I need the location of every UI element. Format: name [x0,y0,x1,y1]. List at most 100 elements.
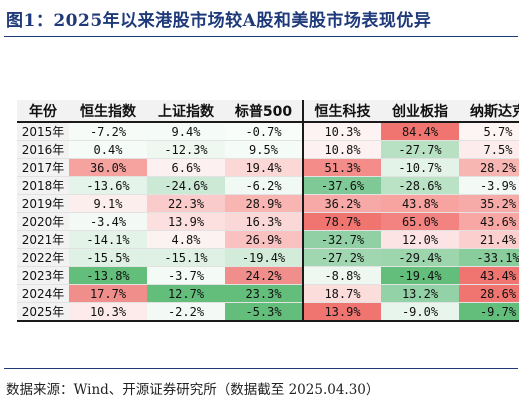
value-cell-hang-seng: -3.4% [69,212,147,231]
value-cell-sp500: 24.2% [225,266,303,285]
value-cell-shanghai-composite: -3.7% [147,266,225,285]
value-cell-sp500: 16.3% [225,212,303,231]
value-cell-shanghai-composite: 12.7% [147,284,225,303]
value-cell-hang-seng: -15.5% [69,248,147,267]
value-cell-shanghai-composite: 4.8% [147,230,225,249]
header-shanghai-composite: 上证指数 [147,100,225,123]
value-cell-hang-seng: 10.3% [69,302,147,322]
value-cell-nasdaq: 43.4% [459,266,519,285]
table-row: 2021年 -14.1% 4.8% 26.9% -32.7% 12.0% 21.4% [17,230,519,249]
value-cell-shanghai-composite: 6.6% [147,158,225,177]
table-row: 2022年 -15.5% -15.1% -19.4% -27.2% -29.4% -33.1… [17,248,519,267]
value-cell-hang-seng: -14.1% [69,230,147,249]
value-cell-shanghai-composite: -24.6% [147,176,225,195]
value-cell-chinext: 43.8% [381,194,459,213]
footer-rule [4,368,518,369]
value-cell-nasdaq: 5.7% [459,122,519,141]
value-cell-sp500: 9.5% [225,140,303,159]
value-cell-shanghai-composite: 13.9% [147,212,225,231]
value-cell-sp500: -5.3% [225,302,303,322]
value-cell-sp500: -0.7% [225,122,303,141]
value-cell-shanghai-composite: -15.1% [147,248,225,267]
value-cell-nasdaq: -9.7% [459,302,519,322]
table-row: 2025年 10.3% -2.2% -5.3% 13.9% -9.0% -9.7% [17,302,519,322]
table-row: 2024年 17.7% 12.7% 23.3% 18.7% 13.2% 28.6% [17,284,519,303]
value-cell-nasdaq: 35.2% [459,194,519,213]
table-row: 2020年 -3.4% 13.9% 16.3% 78.7% 65.0% 43.6% [17,212,519,231]
table-row: 2018年 -13.6% -24.6% -6.2% -37.6% -28.6% -3.9% [17,176,519,195]
value-cell-nasdaq: -33.1% [459,248,519,267]
source-note: 数据来源：Wind、开源证券研究所（数据截至 2025.04.30） [6,382,380,398]
value-cell-hang-seng: 17.7% [69,284,147,303]
year-cell: 2018年 [17,176,69,195]
performance-table-container: 年份 恒生指数 上证指数 标普500 恒生科技 创业板指 纳斯达克 2015年-… [17,100,519,322]
header-year: 年份 [17,100,69,123]
year-cell: 2025年 [17,302,69,322]
title-rule [4,36,518,37]
value-cell-hang-seng-tech: 10.3% [302,122,381,141]
value-cell-nasdaq: 21.4% [459,230,519,249]
header-sp500: 标普500 [225,100,303,123]
value-cell-sp500: -6.2% [225,176,303,195]
value-cell-hang-seng-tech: 18.7% [302,284,381,303]
header-hang-seng-tech: 恒生科技 [302,100,381,123]
value-cell-shanghai-composite: 22.3% [147,194,225,213]
value-cell-hang-seng-tech: -8.8% [302,266,381,285]
figure-title: 图1：2025年以来港股市场较A股和美股市场表现优异 [6,11,432,31]
value-cell-sp500: 19.4% [225,158,303,177]
header-row: 年份 恒生指数 上证指数 标普500 恒生科技 创业板指 纳斯达克 [17,100,519,123]
value-cell-hang-seng-tech: 78.7% [302,212,381,231]
value-cell-shanghai-composite: -2.2% [147,302,225,322]
value-cell-hang-seng-tech: 36.2% [302,194,381,213]
header-nasdaq: 纳斯达克 [459,100,519,123]
value-cell-nasdaq: -3.9% [459,176,519,195]
year-cell: 2024年 [17,284,69,303]
value-cell-hang-seng-tech: 13.9% [302,302,381,322]
value-cell-chinext: -28.6% [381,176,459,195]
value-cell-hang-seng-tech: -37.6% [302,176,381,195]
value-cell-hang-seng: -13.8% [69,266,147,285]
value-cell-hang-seng: -13.6% [69,176,147,195]
year-cell: 2019年 [17,194,69,213]
value-cell-hang-seng: -7.2% [69,122,147,141]
value-cell-chinext: -9.0% [381,302,459,322]
value-cell-nasdaq: 28.2% [459,158,519,177]
year-cell: 2015年 [17,122,69,141]
value-cell-hang-seng-tech: 51.3% [302,158,381,177]
value-cell-nasdaq: 7.5% [459,140,519,159]
performance-table: 年份 恒生指数 上证指数 标普500 恒生科技 创业板指 纳斯达克 2015年-… [17,100,519,322]
year-cell: 2021年 [17,230,69,249]
value-cell-nasdaq: 28.6% [459,284,519,303]
value-cell-sp500: -19.4% [225,248,303,267]
table-row: 2016年 0.4% -12.3% 9.5% 10.8% -27.7% 7.5% [17,140,519,159]
value-cell-chinext: -10.7% [381,158,459,177]
value-cell-chinext: 13.2% [381,284,459,303]
value-cell-chinext: -19.4% [381,266,459,285]
value-cell-hang-seng: 9.1% [69,194,147,213]
value-cell-nasdaq: 43.6% [459,212,519,231]
table-row: 2015年 -7.2% 9.4% -0.7% 10.3% 84.4% 5.7% [17,122,519,141]
value-cell-shanghai-composite: -12.3% [147,140,225,159]
value-cell-shanghai-composite: 9.4% [147,122,225,141]
value-cell-sp500: 28.9% [225,194,303,213]
value-cell-chinext: -29.4% [381,248,459,267]
value-cell-chinext: 65.0% [381,212,459,231]
value-cell-sp500: 26.9% [225,230,303,249]
value-cell-chinext: -27.7% [381,140,459,159]
value-cell-chinext: 12.0% [381,230,459,249]
year-cell: 2017年 [17,158,69,177]
value-cell-hang-seng: 0.4% [69,140,147,159]
year-cell: 2023年 [17,266,69,285]
value-cell-hang-seng: 36.0% [69,158,147,177]
value-cell-hang-seng-tech: 10.8% [302,140,381,159]
table-row: 2017年 36.0% 6.6% 19.4% 51.3% -10.7% 28.2% [17,158,519,177]
header-hang-seng: 恒生指数 [69,100,147,123]
value-cell-hang-seng-tech: -32.7% [302,230,381,249]
year-cell: 2022年 [17,248,69,267]
year-cell: 2016年 [17,140,69,159]
table-row: 2019年 9.1% 22.3% 28.9% 36.2% 43.8% 35.2% [17,194,519,213]
year-cell: 2020年 [17,212,69,231]
value-cell-hang-seng-tech: -27.2% [302,248,381,267]
value-cell-chinext: 84.4% [381,122,459,141]
header-chinext: 创业板指 [381,100,459,123]
